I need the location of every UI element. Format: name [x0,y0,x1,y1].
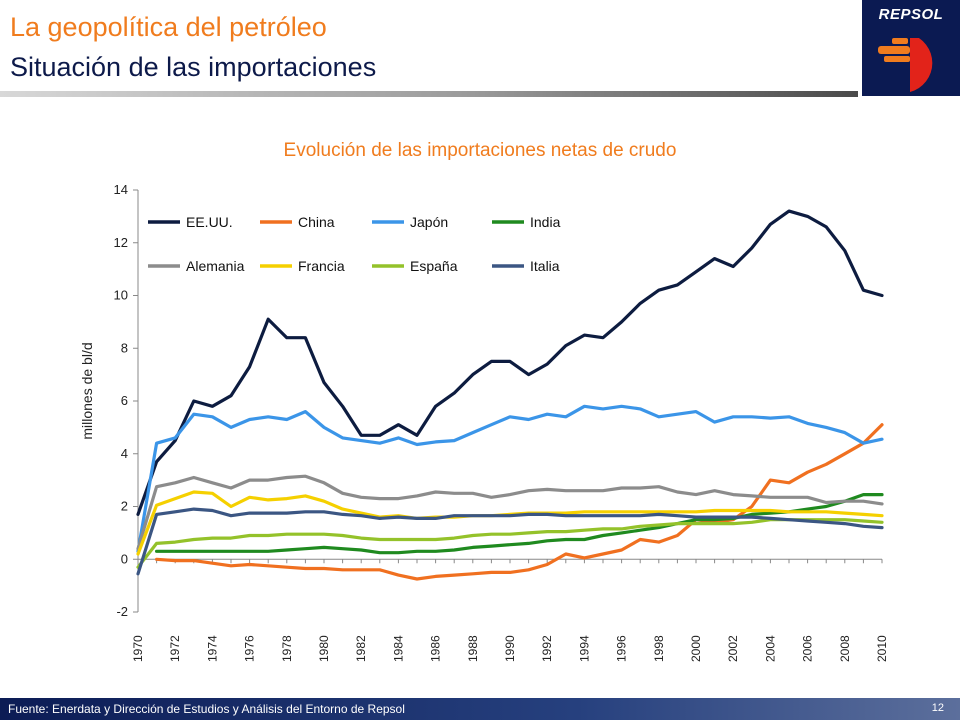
legend-label: India [530,214,561,230]
x-tick-label: 2002 [726,635,740,662]
y-tick-label: -2 [116,604,128,619]
legend-label: Japón [410,214,448,230]
slide-header: La geopolítica del petróleo Situación de… [0,0,960,100]
x-tick-label: 1982 [354,635,368,662]
legend-label: España [410,258,458,274]
x-tick-label: 1990 [503,635,517,662]
x-tick-label: 1972 [168,635,182,662]
series-line [136,404,884,553]
page-number: 12 [931,702,944,714]
header-divider [0,91,858,97]
y-tick-label: 14 [114,182,128,197]
chart-title: Evolución de las importaciones netas de … [283,140,677,161]
x-tick-label: 1996 [615,635,629,662]
y-tick-label: 12 [114,235,128,250]
repsol-logo: REPSOL [862,0,960,96]
series-line [136,474,884,551]
slide-footer: Fuente: Enerdata y Dirección de Estudios… [0,698,960,720]
legend-label: EE.UU. [186,214,233,230]
y-tick-label: 2 [121,499,128,514]
series-line [155,423,884,581]
x-tick-label: 1992 [540,635,554,662]
series-line [136,209,884,516]
y-tick-label: 10 [114,288,128,303]
x-tick-label: 1976 [243,635,257,662]
y-tick-label: 4 [121,446,128,461]
logo-orange-bar [892,38,908,44]
repsol-emblem-icon [878,34,956,92]
logo-red-half-disc [910,34,933,92]
x-tick-label: 1974 [205,635,219,662]
x-tick-label: 2010 [875,635,889,662]
x-tick-label: 1998 [652,635,666,662]
x-tick-label: 2004 [763,635,777,662]
logo-wordmark: REPSOL [878,6,944,23]
x-tick-label: 1988 [466,635,480,662]
x-tick-label: 2000 [689,635,703,662]
y-tick-label: 6 [121,393,128,408]
series-line [155,493,884,555]
slide-subtitle: Situación de las importaciones [10,52,377,82]
x-tick-label: 2006 [801,635,815,662]
legend-label: Italia [530,258,560,274]
x-tick-label: 1984 [391,635,405,662]
legend-label: Francia [298,258,345,274]
x-tick-label: 1986 [429,635,443,662]
y-tick-label: 0 [121,551,128,566]
legend-label: China [298,214,335,230]
x-tick-label: 1978 [280,635,294,662]
x-tick-label: 2008 [838,635,852,662]
line-chart: -2 0 2 4 6 8 10 12 14 1970 1972 1974 1976 1978 1980 198… [79,182,889,662]
y-axis-label: millones de bl/d [79,342,95,439]
logo-orange-bar [878,46,910,54]
slide-title: La geopolítica del petróleo [10,12,327,42]
x-tick-label: 1994 [577,635,591,662]
series-line [136,507,884,576]
x-tick-label: 1980 [317,635,331,662]
footer-source: Fuente: Enerdata y Dirección de Estudios… [8,702,405,716]
logo-orange-bar [884,56,910,62]
legend-label: Alemania [186,258,245,274]
series-line [136,518,884,569]
x-tick-label: 1970 [131,635,145,662]
logo-gap [910,34,956,38]
y-tick-label: 8 [121,340,128,355]
